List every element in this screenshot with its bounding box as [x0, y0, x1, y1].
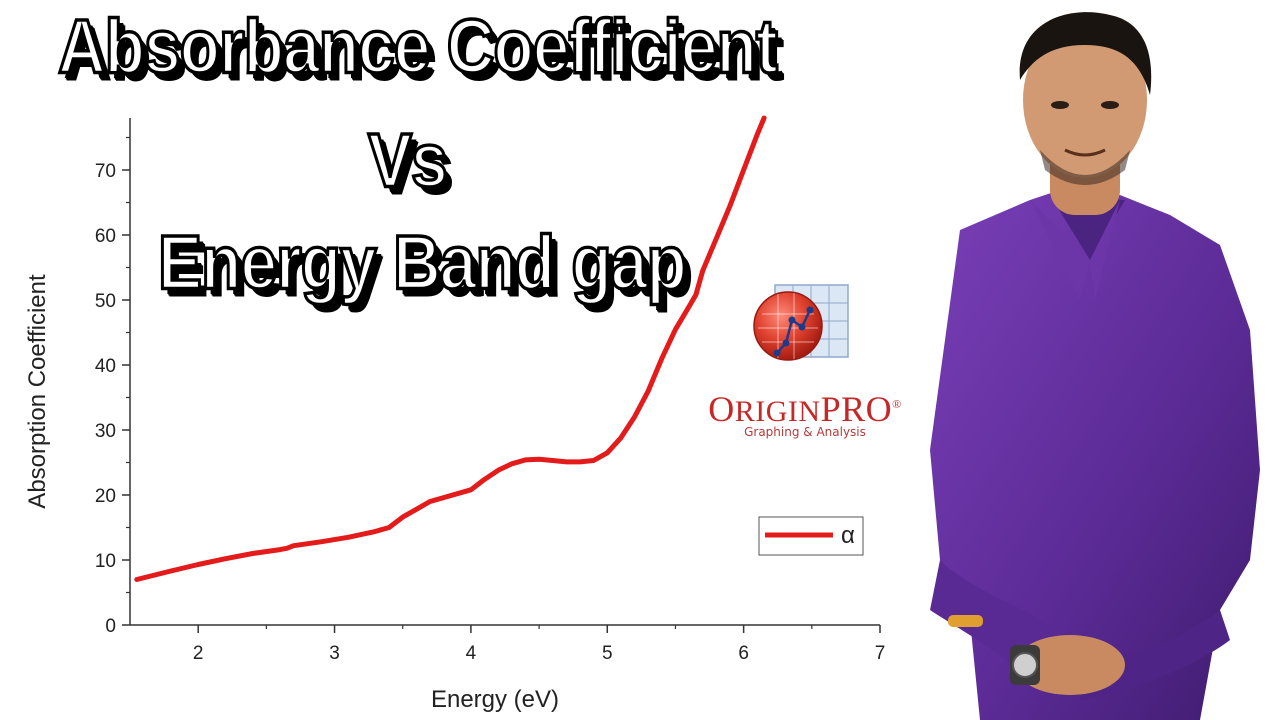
y-tick-label: 0: [105, 616, 116, 637]
x-tick-label: 7: [875, 643, 886, 664]
originpro-graph-icon: [753, 284, 849, 361]
x-tick-label: 6: [738, 643, 749, 664]
title-line-3: Energy Band gap: [157, 219, 689, 305]
y-tick-label: 40: [95, 356, 116, 377]
originpro-tagline: Graphing & Analysis: [744, 425, 866, 439]
logo-name-pro: PRO: [820, 389, 893, 429]
y-tick-label: 60: [95, 226, 116, 247]
series-line-alpha: [134, 115, 767, 582]
logo-name-rest: RIGIN: [734, 395, 821, 428]
x-tick-label: 3: [329, 643, 340, 664]
chart-legend: α: [758, 516, 864, 556]
originpro-wordmark: ORIGINPRO®: [700, 388, 910, 430]
chart-series: [134, 115, 767, 582]
x-axis-label: Energy (eV): [431, 686, 559, 713]
originpro-logo: ORIGINPRO® Graphing & Analysis: [700, 280, 910, 450]
x-tick-label: 4: [466, 643, 477, 664]
legend-entry-alpha: α: [841, 522, 855, 549]
x-tick-label: 5: [602, 643, 613, 664]
presenter-photo: [930, 12, 1260, 720]
y-tick-label: 50: [95, 291, 116, 312]
y-tick-label: 20: [95, 486, 116, 507]
title-line-2: Vs: [367, 117, 450, 203]
registered-mark: ®: [892, 397, 902, 411]
y-tick-label: 10: [95, 551, 116, 572]
x-tick-label: 2: [193, 643, 204, 664]
y-tick-label: 30: [95, 421, 116, 442]
y-axis-label: Absorption Coefficient: [24, 274, 51, 509]
logo-big-o: O: [708, 389, 735, 429]
title-line-1: Absorbance Coefficient: [57, 3, 780, 89]
y-tick-label: 70: [95, 161, 116, 182]
